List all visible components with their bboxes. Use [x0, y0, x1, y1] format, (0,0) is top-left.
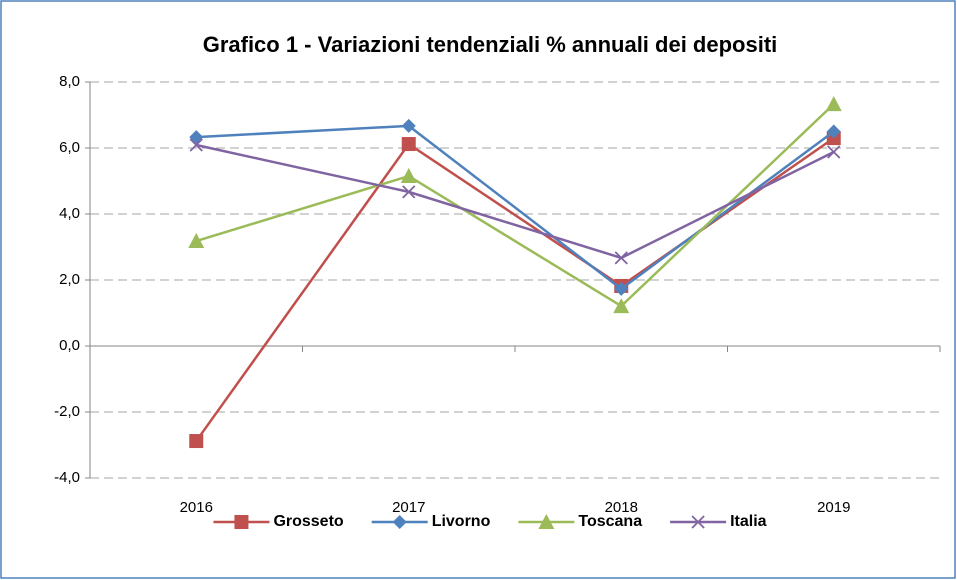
y-tick-label: 8,0 [59, 73, 80, 90]
x-tick-label: 2017 [392, 499, 425, 516]
series-line [195, 137, 835, 442]
y-tick-label: 4,0 [59, 205, 80, 222]
marker [189, 138, 203, 152]
x-tick-label: 2018 [605, 499, 638, 516]
marker [234, 515, 249, 529]
marker [538, 514, 555, 529]
x-tick-label: 2019 [817, 499, 850, 516]
y-tick-label: 6,0 [59, 139, 80, 156]
legend-label: Toscana [578, 513, 642, 530]
series-line [196, 124, 835, 291]
marker [614, 251, 628, 265]
legend-label: Livorno [432, 513, 491, 530]
y-tick-label: -4,0 [54, 469, 80, 486]
legend-label: Italia [730, 513, 767, 530]
series-line [195, 143, 835, 260]
marker [825, 96, 842, 112]
marker [401, 137, 416, 152]
y-tick-label: 0,0 [59, 337, 80, 354]
marker [691, 515, 705, 529]
y-tick-label: -2,0 [54, 403, 80, 420]
legend: Grosseto Livorno Toscana Italia [213, 513, 767, 530]
marker [614, 281, 629, 296]
marker [402, 185, 416, 199]
marker [613, 298, 630, 314]
legend-label: Grosseto [273, 513, 343, 530]
marker [401, 118, 416, 133]
marker [827, 145, 841, 159]
marker [826, 124, 841, 139]
marker [400, 168, 417, 184]
marker [188, 233, 205, 249]
chart-title: Grafico 1 - Variazioni tendenziali % ann… [203, 32, 778, 57]
x-tick-label: 2016 [180, 499, 213, 516]
marker [189, 434, 204, 449]
marker [392, 515, 407, 529]
y-tick-label: 2,0 [59, 271, 80, 288]
